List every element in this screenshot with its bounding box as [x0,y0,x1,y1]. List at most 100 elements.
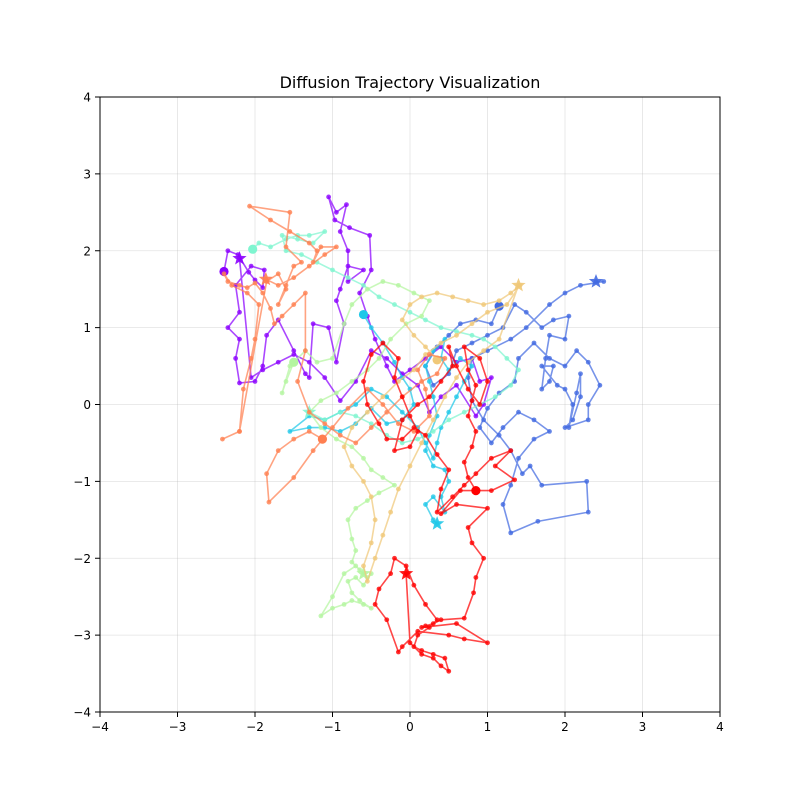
trajectory-point [415,402,421,407]
trajectory-point [392,359,397,365]
trajectory-point [384,394,390,400]
trajectory-point [291,275,297,281]
trajectory-point [388,509,394,515]
trajectory-point [368,421,374,427]
trajectory-point [306,425,312,430]
trajectory-point [488,488,494,493]
trajectory-point [407,309,413,315]
trajectory-point [423,432,428,438]
trajectory-point [469,332,475,338]
trajectory-point [430,394,436,400]
trajectory-point [326,194,332,200]
trajectory-point [345,517,351,523]
trajectory-point [411,425,417,430]
trajectory-point [469,444,475,450]
trajectory-point [264,471,270,477]
trajectory-point [268,244,273,250]
trajectory-point [330,355,335,361]
trajectory-point [438,394,444,400]
trajectory-point [438,617,444,623]
trajectory-point [430,382,436,388]
trajectory-point [399,440,405,446]
trajectory-point [585,359,591,365]
trajectory-point [237,282,242,288]
trajectory-point [333,209,339,215]
trajectory-point [601,279,607,284]
trajectory-point [488,455,494,461]
trajectory-point [461,344,467,350]
trajectory-point [283,244,289,250]
trajectory-point [516,355,521,361]
trajectory-point [357,598,363,603]
trajectory-point [473,575,479,580]
trajectory-point [430,651,436,657]
trajectory-point [367,232,373,238]
trajectory-point [426,394,432,400]
trajectory-point [423,448,428,454]
trajectory-point [574,390,580,396]
trajectory-point [283,248,289,254]
trajectory-point [261,267,267,273]
trajectory-point [349,536,355,542]
y-tick-label: 0 [83,398,91,412]
trajectory-point [237,309,242,315]
trajectory-point [384,421,390,427]
trajectory-point [566,425,572,430]
trajectory-point [481,555,487,561]
trajectory-end-marker [511,277,526,292]
trajectory-point [341,444,347,450]
trajectory-point [318,398,324,404]
trajectory-point [384,363,390,369]
trajectory-point [485,505,490,511]
trajectory-point [430,655,436,661]
trajectory-point [399,409,405,415]
trajectory-point [419,648,425,653]
trajectory-point [322,252,328,257]
trajectory-point [376,421,382,427]
trajectory-point [523,309,529,315]
trajectory-point [430,494,436,500]
trajectory-point [268,217,273,223]
trajectory-point [240,386,246,392]
x-tick-label: −4 [91,720,109,734]
trajectory-point [469,363,475,369]
trajectory-point [446,344,452,350]
trajectory-point [403,563,409,569]
trajectory-point [266,499,272,505]
trajectory-point [578,282,583,288]
trajectory-point [306,240,312,246]
trajectory-point [430,417,436,423]
trajectory-point [260,363,266,369]
trajectory-point [562,290,568,296]
trajectory-point [295,236,301,242]
trajectory-point [411,332,417,338]
trajectory-point [361,379,366,384]
trajectory-5 [279,279,432,619]
trajectory-point [446,417,452,423]
trajectory-point [481,336,487,342]
trajectory-point [306,263,312,269]
trajectory-point [523,325,529,331]
axis-ticks: −4 −3 −2 −1 0 1 2 3 4 −4 −3 −2 −1 0 1 2 3 4 [73,91,724,735]
trajectory-point [423,386,428,392]
trajectory-point [353,563,359,569]
trajectory-point [302,348,308,354]
trajectory-point [500,502,506,507]
trajectory-point [477,355,483,361]
trajectory-point [275,359,281,365]
trajectory-point [364,402,370,407]
trajectory-point [252,379,258,384]
trajectory-point [361,455,366,461]
trajectory-point [322,229,328,234]
trajectory-point [508,530,514,536]
trajectory-point [477,425,483,430]
trajectory-point [314,359,320,365]
trajectory-point [225,248,231,254]
trajectory-point [368,325,374,331]
trajectory-point [388,571,394,577]
trajectory-point [376,294,382,300]
trajectory-point [330,605,335,611]
trajectory-point [361,563,366,569]
x-tick-label: −3 [169,720,187,734]
trajectory-point [469,321,475,327]
